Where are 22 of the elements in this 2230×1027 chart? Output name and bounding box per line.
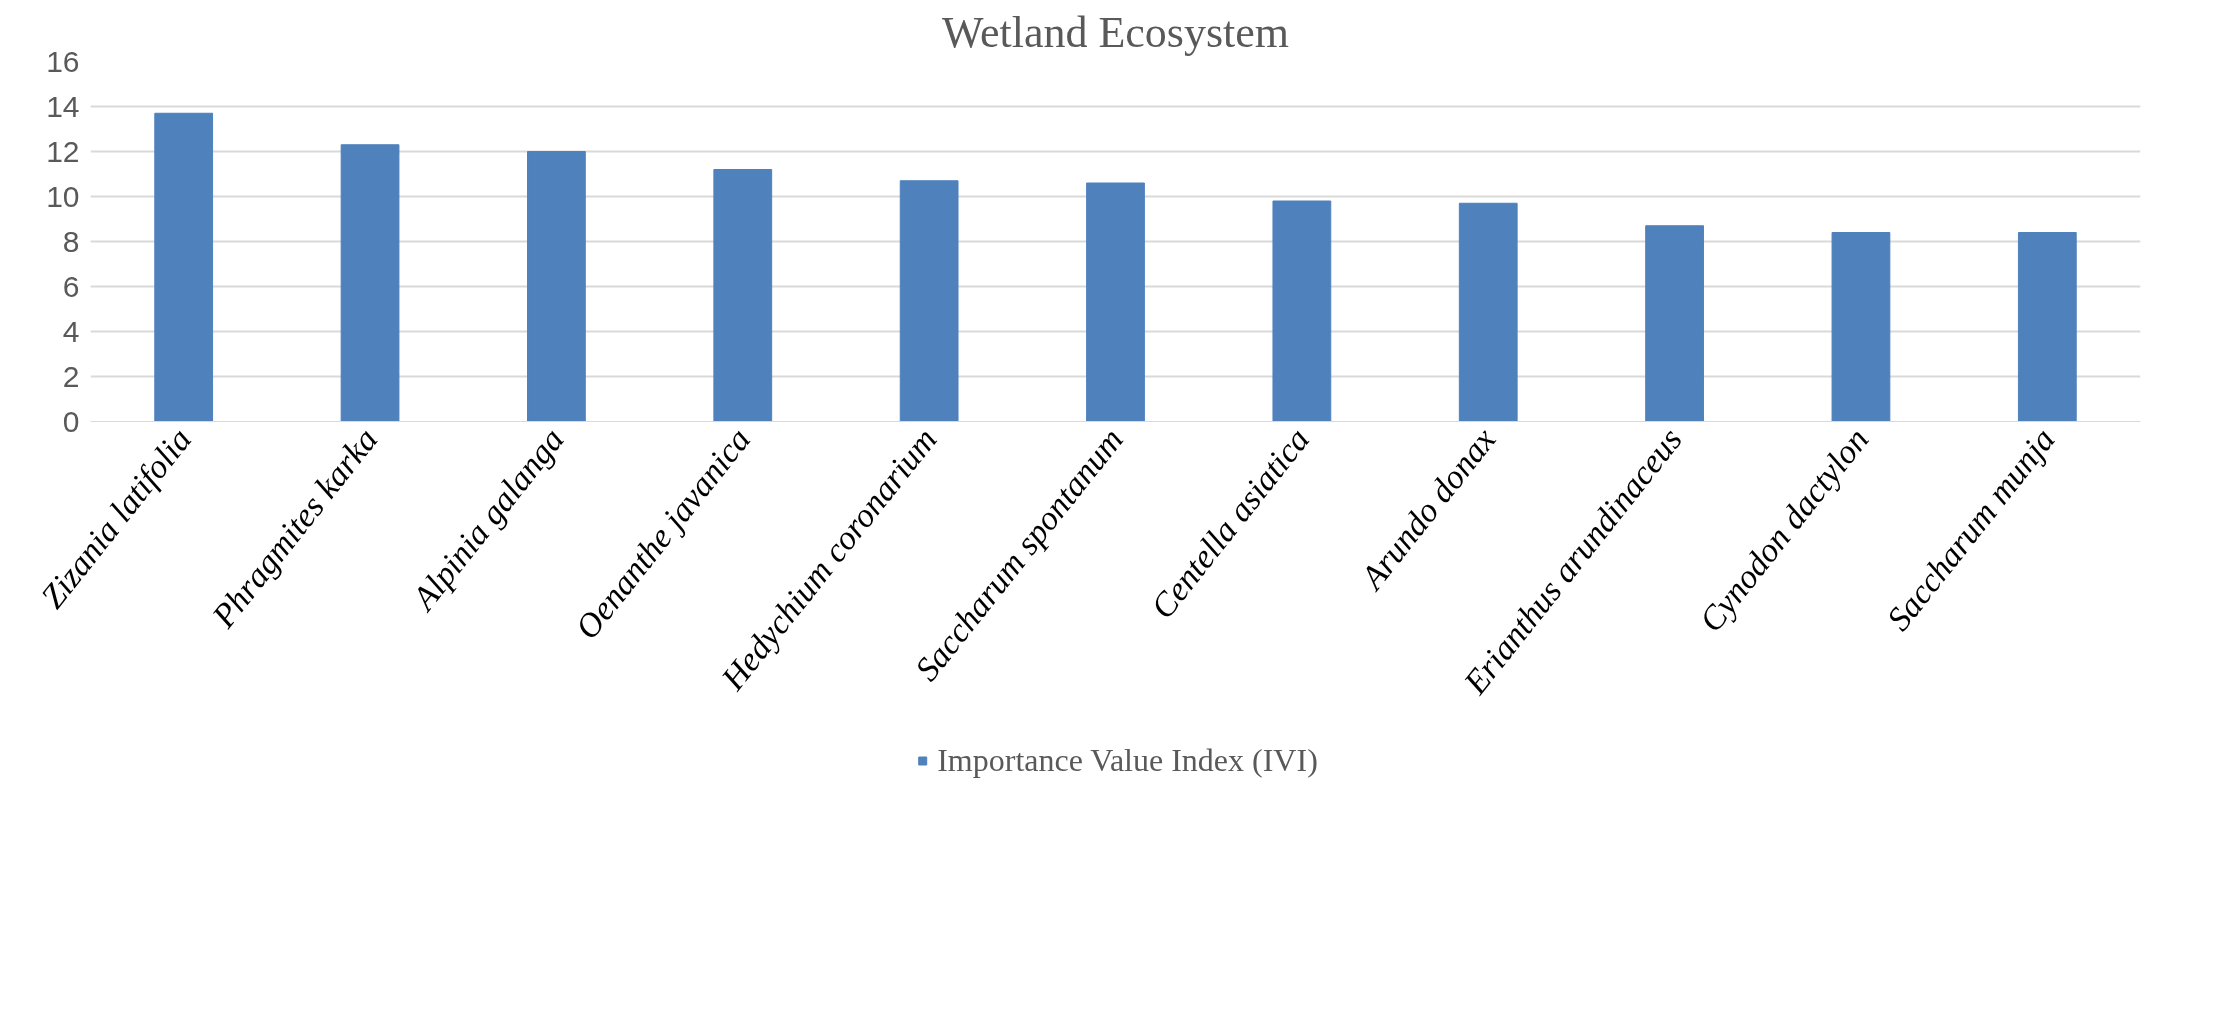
bar: [2017, 232, 2077, 422]
bar: [527, 151, 586, 422]
y-tick-label: 8: [62, 224, 80, 258]
legend-label: Importance Value Index (IVI): [937, 741, 1318, 779]
bar: [154, 112, 214, 422]
y-tick-label: 10: [46, 179, 80, 213]
bar: [713, 169, 773, 422]
y-tick-label: 2: [62, 359, 80, 393]
chart-title: Wetland Ecosystem: [941, 7, 1290, 57]
y-tick-label: 14: [46, 89, 80, 123]
y-tick-label: 4: [62, 314, 80, 348]
y-tick-label: 0: [62, 404, 80, 438]
bar: [1086, 182, 1145, 422]
bar: [899, 180, 959, 422]
y-tick-label: 16: [46, 44, 80, 78]
y-tick-label: 12: [46, 134, 80, 168]
bar: [1831, 232, 1891, 422]
bar: [1458, 202, 1518, 422]
bar: [340, 144, 400, 422]
bar: [1272, 200, 1332, 422]
y-tick-label: 6: [62, 269, 80, 303]
bar: [1645, 225, 1704, 422]
